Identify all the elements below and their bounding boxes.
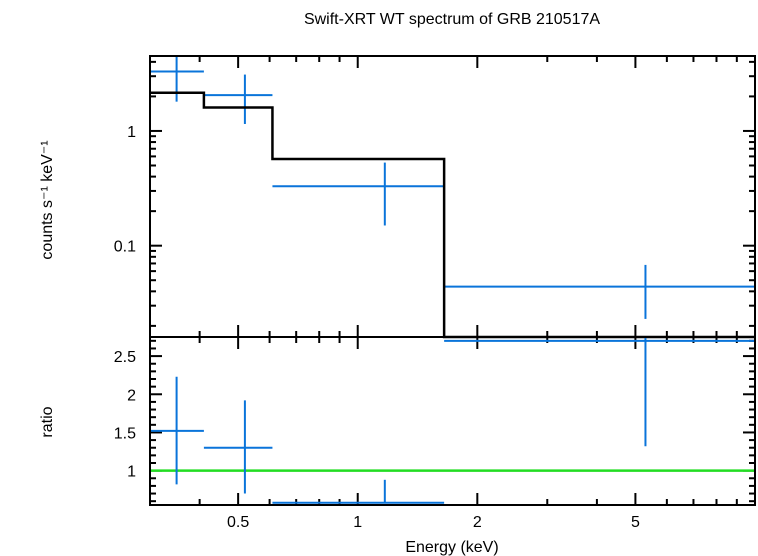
x-tick-label: 0.5 — [227, 514, 249, 531]
y-tick-label: 2 — [127, 387, 136, 404]
bottom-panel-data-points — [150, 337, 755, 504]
y-tick-label: 1 — [127, 124, 136, 141]
x-tick-label: 5 — [631, 514, 640, 531]
x-tick-label: 2 — [473, 514, 482, 531]
x-tick-label: 1 — [353, 514, 362, 531]
bottom-panel-frame — [149, 336, 756, 506]
top-panel-ticks: 0.11 — [114, 56, 756, 337]
top-panel-data-points — [150, 56, 755, 319]
top-panel-ylabel: counts s⁻¹ keV⁻¹ — [39, 140, 56, 259]
y-tick-label: 1 — [127, 464, 136, 481]
model-step-line — [150, 91, 755, 339]
top-panel-model — [150, 91, 755, 339]
top-panel-frame — [149, 55, 756, 338]
bottom-panel-ylabel: ratio — [39, 406, 56, 437]
x-axis-label: Energy (keV) — [405, 539, 498, 556]
y-tick-label: 2.5 — [114, 349, 136, 366]
y-tick-label: 1.5 — [114, 425, 136, 442]
panel-frames — [149, 55, 756, 506]
chart-title: Swift-XRT WT spectrum of GRB 210517A — [304, 11, 600, 28]
y-tick-label: 0.1 — [114, 239, 136, 256]
